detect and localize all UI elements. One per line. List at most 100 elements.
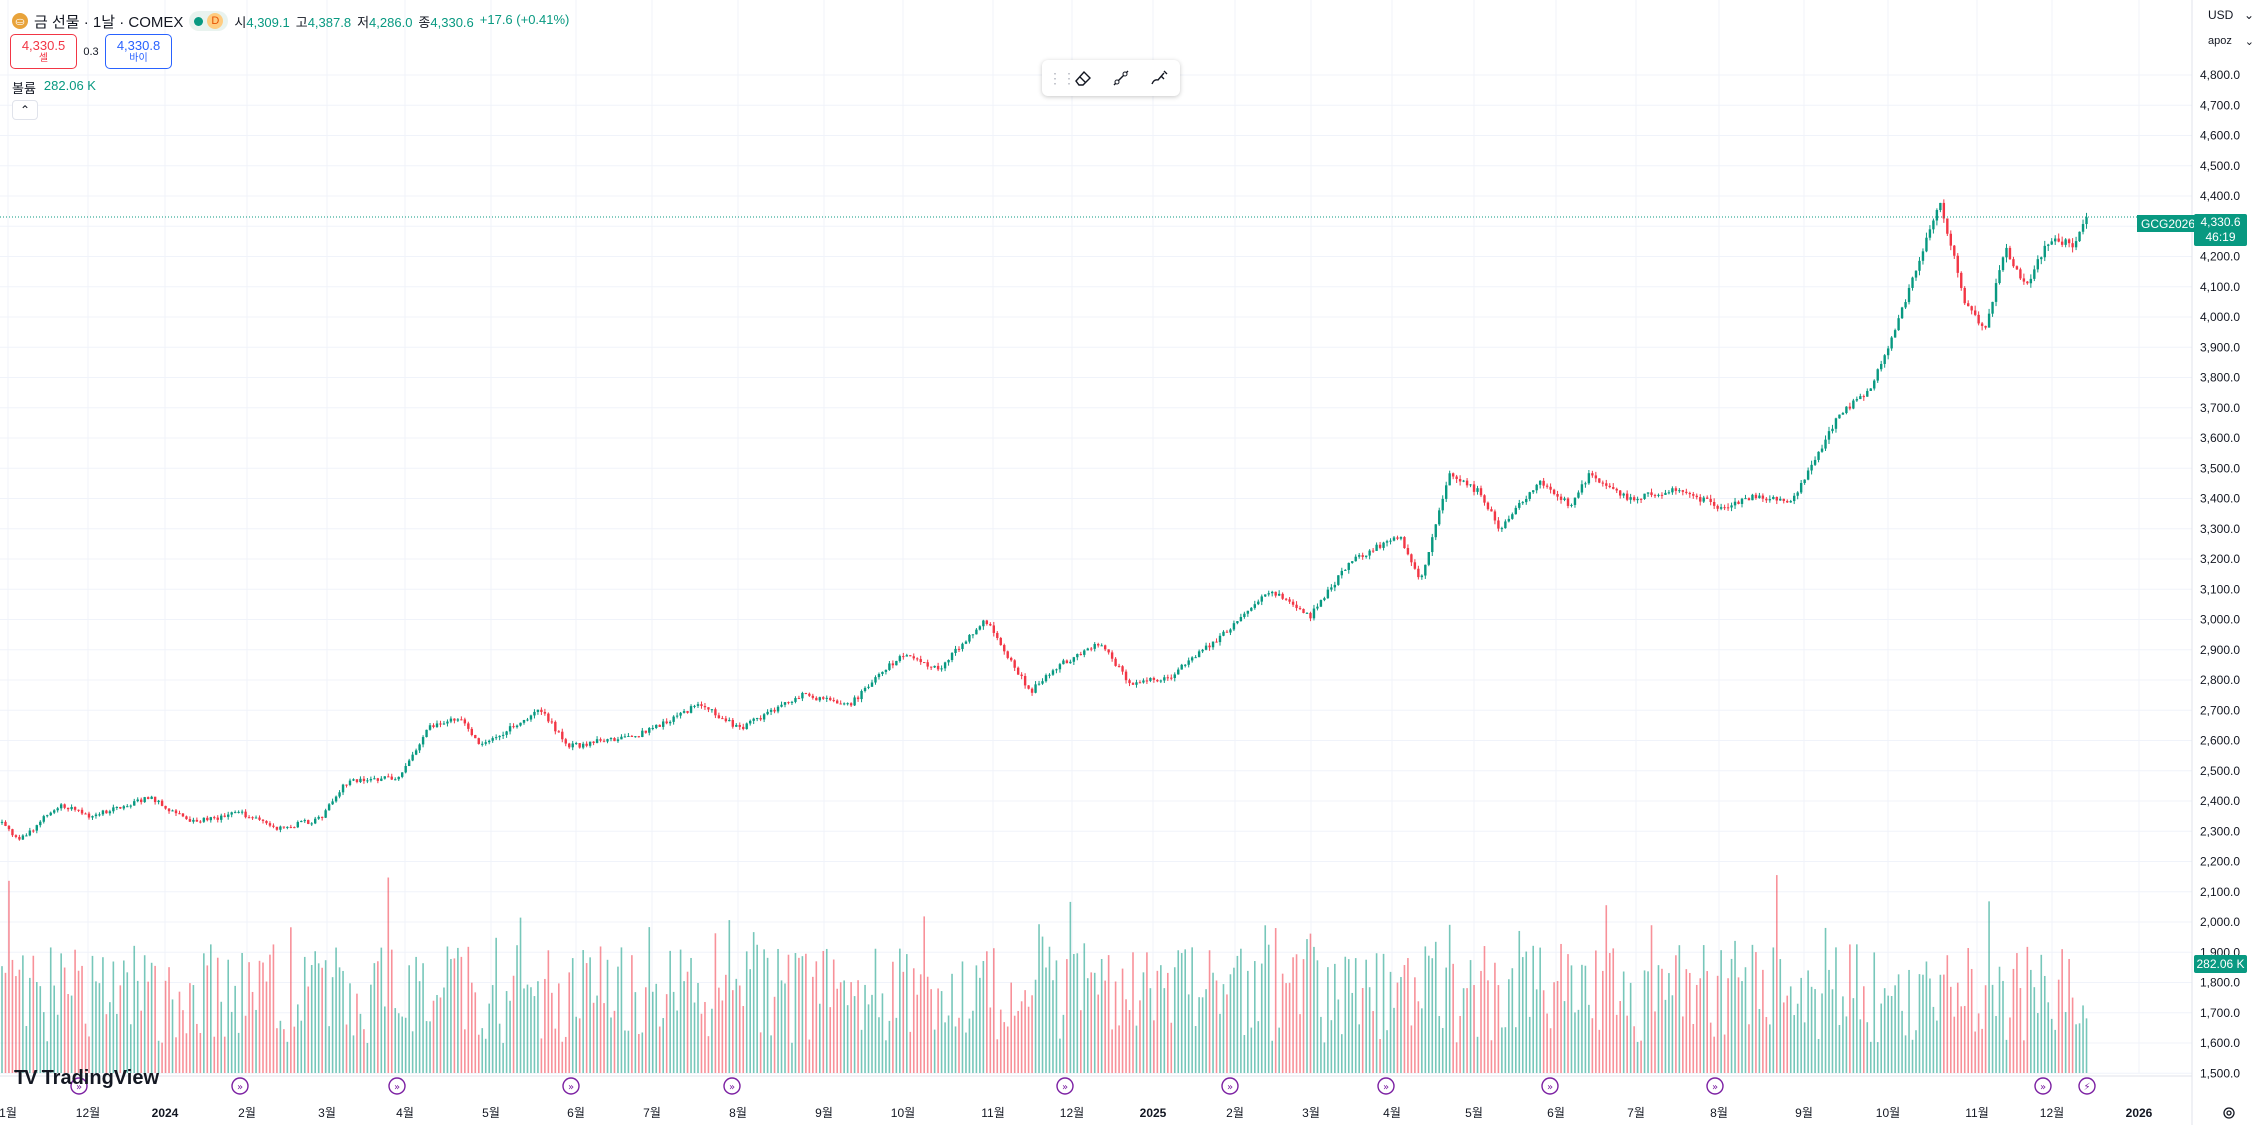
- volume-bar: [1090, 972, 1093, 1073]
- earnings-event-icon: »: [1056, 1077, 1074, 1095]
- drawing-toolbar: ⋮⋮: [1042, 60, 1180, 96]
- volume-bar: [203, 953, 205, 1073]
- chart-settings-button[interactable]: [2220, 1104, 2238, 1122]
- candle-body: [1786, 500, 1789, 503]
- volume-bar: [206, 965, 209, 1073]
- candle-body: [752, 718, 755, 721]
- candle-body: [0, 821, 4, 823]
- volume-bar: [1407, 958, 1409, 1073]
- price-tick-label: 1,600.0: [2200, 1036, 2240, 1050]
- volume-bar: [1048, 946, 1051, 1073]
- volume-bar: [912, 968, 915, 1073]
- volume-bar: [1114, 981, 1117, 1073]
- candle-body: [494, 737, 498, 739]
- volume-bar: [1598, 1029, 1601, 1073]
- volume-bar: [1699, 978, 1702, 1073]
- price-scale[interactable]: 4,800.04,700.04,600.04,500.04,400.04,300…: [2200, 68, 2240, 1080]
- volume-bar: [968, 1018, 971, 1073]
- volume-bar: [370, 984, 372, 1073]
- candle-body: [1890, 337, 1893, 349]
- candle-body: [926, 662, 929, 667]
- volume-bar: [143, 955, 146, 1073]
- volume-bar: [147, 981, 149, 1073]
- volume-bar: [248, 962, 250, 1073]
- volume-bar: [67, 994, 69, 1073]
- volume-bar: [1570, 965, 1573, 1073]
- trend-line-icon[interactable]: [1108, 65, 1134, 91]
- volume-bar: [1605, 905, 1608, 1073]
- candle-body: [1897, 318, 1900, 331]
- volume-bar: [1198, 997, 1200, 1073]
- volume-bar: [846, 1005, 849, 1073]
- candle-body: [1556, 494, 1559, 497]
- volume-bar: [669, 950, 671, 1073]
- open-label: 시: [234, 14, 247, 30]
- candle-body: [1500, 528, 1504, 530]
- eraser-icon[interactable]: [1070, 65, 1096, 91]
- collapse-legend-button[interactable]: ⌃: [12, 100, 38, 120]
- candle-body: [307, 820, 310, 824]
- candle-body: [1796, 492, 1799, 496]
- sell-button[interactable]: 4,330.5 셀: [10, 34, 77, 69]
- volume-bar: [1744, 967, 1747, 1073]
- volume-bar: [613, 1010, 616, 1073]
- volume-bar: [244, 1015, 247, 1073]
- chevron-up-icon: ⌃: [19, 103, 31, 117]
- candle-body: [1664, 492, 1667, 495]
- volume-bar: [1233, 967, 1235, 1073]
- candle-body: [1298, 608, 1302, 610]
- candle-body: [1779, 498, 1782, 501]
- volume-bar: [1375, 953, 1378, 1073]
- price-tick-label: 4,600.0: [2200, 129, 2240, 143]
- volume-bar: [2078, 1023, 2081, 1073]
- candle-body: [1097, 644, 1100, 646]
- symbol-title[interactable]: 금 선물 · 1날 · COMEX: [34, 13, 184, 31]
- volume-bar: [481, 1028, 484, 1073]
- volume-bar: [1720, 950, 1722, 1073]
- tradingview-logo[interactable]: TV TradingView: [14, 1067, 159, 1090]
- volume-bar: [958, 1017, 960, 1073]
- volume-bar: [1939, 974, 1942, 1073]
- volume-bar: [1229, 974, 1232, 1073]
- candle-body: [178, 813, 181, 815]
- volume-bar: [533, 996, 536, 1073]
- volume-bar: [1059, 1038, 1061, 1073]
- volume-bar: [22, 955, 24, 1073]
- volume-bar: [1462, 988, 1465, 1073]
- candle-body: [1758, 495, 1761, 499]
- volume-bar: [1706, 971, 1708, 1073]
- candle-body: [637, 736, 641, 738]
- candle-body: [1953, 245, 1956, 256]
- gold-coin-icon[interactable]: ⛀: [12, 13, 28, 29]
- volume-bar: [1187, 994, 1190, 1073]
- volume-bar: [979, 977, 981, 1073]
- candle-body: [1319, 600, 1323, 607]
- volume-bar: [1807, 970, 1809, 1073]
- events-row[interactable]: » » » » » » » » » » » ⚡: [70, 1077, 2096, 1095]
- candle-body: [543, 711, 547, 714]
- volume-bar: [1013, 1015, 1016, 1073]
- candle-body: [1775, 497, 1778, 501]
- volume-bar: [1316, 960, 1319, 1073]
- volume-legend[interactable]: 볼륨 282.06 K: [12, 78, 96, 97]
- grip-icon[interactable]: ⋮⋮: [1048, 69, 1076, 86]
- volume-bar: [11, 959, 14, 1073]
- buy-button[interactable]: 4,330.8 바이: [105, 34, 172, 69]
- currency-select[interactable]: USD ⌄: [2204, 4, 2260, 26]
- volume-bar: [1403, 965, 1406, 1073]
- volume-bar: [676, 1010, 678, 1073]
- volume-bar: [1883, 988, 1886, 1073]
- volume-bar: [1093, 972, 1096, 1073]
- brush-icon[interactable]: [1146, 65, 1172, 91]
- unit-select[interactable]: apoz ⌄: [2204, 30, 2260, 52]
- volume-bar: [1501, 1027, 1503, 1073]
- time-scale[interactable]: 1월 12월 2024 2월 3월 4월 5월 6월 7월 8월 9월 10월 11월 12월 2025 2월…: [0, 1106, 2153, 1120]
- market-status[interactable]: D: [189, 11, 229, 31]
- candle-body: [1152, 677, 1156, 680]
- volume-bar: [770, 1035, 772, 1073]
- volume-bar: [1267, 944, 1270, 1073]
- price-tick-label: 2,400.0: [2200, 794, 2240, 808]
- volume-bar: [88, 1036, 90, 1073]
- candle-body: [1149, 677, 1152, 681]
